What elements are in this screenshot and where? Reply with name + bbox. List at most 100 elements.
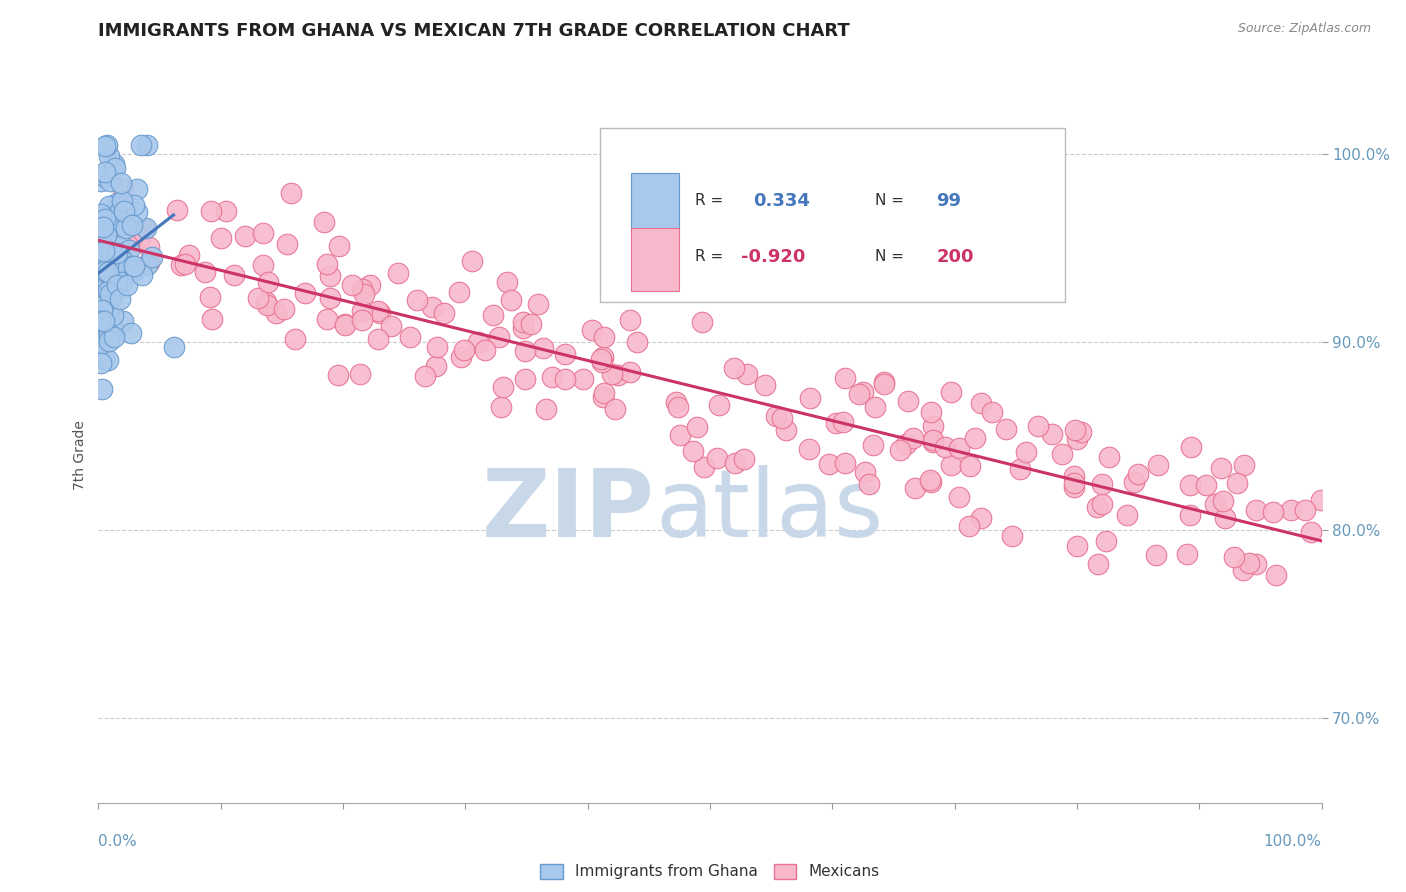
Point — [1144, 548, 1167, 562]
Point — [273, 301, 295, 316]
Point — [619, 313, 641, 327]
Point — [90, 229, 112, 244]
Text: 0.334: 0.334 — [752, 192, 810, 210]
Point — [1239, 556, 1261, 570]
Y-axis label: 7th Grade: 7th Grade — [73, 420, 87, 490]
Point — [170, 258, 193, 272]
Point — [107, 219, 129, 233]
Point — [101, 308, 124, 322]
FancyBboxPatch shape — [630, 228, 679, 291]
Point — [103, 330, 125, 344]
Point — [90, 289, 112, 303]
Point — [735, 367, 758, 381]
Point — [1180, 440, 1202, 454]
Point — [496, 276, 519, 290]
Point — [1085, 500, 1108, 514]
Point — [120, 326, 142, 340]
Point — [316, 312, 339, 326]
Point — [104, 324, 127, 338]
Point — [554, 347, 576, 361]
Point — [252, 259, 274, 273]
Point — [1309, 493, 1331, 508]
Point — [512, 315, 534, 329]
Point — [349, 368, 371, 382]
Point — [108, 293, 131, 307]
Text: 99: 99 — [936, 192, 962, 210]
Point — [707, 398, 730, 412]
Point — [1222, 549, 1244, 564]
Point — [105, 260, 128, 275]
Point — [894, 437, 917, 451]
Point — [90, 174, 112, 188]
Point — [107, 270, 129, 285]
Point — [103, 275, 125, 289]
Point — [920, 404, 942, 418]
Point — [1246, 557, 1268, 571]
Point — [179, 247, 201, 261]
Point — [481, 308, 503, 322]
Point — [825, 416, 848, 430]
Point — [834, 371, 856, 385]
Point — [488, 329, 510, 343]
Point — [852, 384, 875, 399]
Point — [136, 259, 159, 273]
Point — [352, 282, 374, 296]
Point — [706, 450, 728, 465]
Point — [115, 277, 138, 292]
Point — [1070, 425, 1092, 439]
Point — [531, 341, 554, 355]
Point — [91, 277, 114, 291]
Point — [333, 318, 356, 332]
Point — [1226, 476, 1249, 491]
Legend: Immigrants from Ghana, Mexicans: Immigrants from Ghana, Mexicans — [534, 857, 886, 886]
Point — [110, 176, 132, 190]
FancyBboxPatch shape — [630, 173, 679, 235]
Point — [115, 221, 138, 235]
Point — [138, 240, 160, 254]
Point — [111, 275, 134, 289]
Point — [254, 295, 277, 310]
Point — [765, 409, 787, 423]
Point — [294, 285, 316, 300]
Text: N =: N = — [875, 194, 910, 209]
Text: Source: ZipAtlas.com: Source: ZipAtlas.com — [1237, 22, 1371, 36]
Point — [89, 262, 111, 277]
Point — [420, 301, 443, 315]
Point — [686, 419, 709, 434]
Point — [257, 275, 280, 289]
Point — [105, 195, 128, 210]
Point — [515, 344, 537, 359]
Point — [903, 431, 925, 445]
Point — [1091, 477, 1114, 491]
Point — [920, 475, 942, 489]
Point — [1180, 508, 1202, 523]
Point — [1063, 468, 1085, 483]
Point — [1175, 547, 1198, 561]
Point — [581, 323, 603, 337]
Text: IMMIGRANTS FROM GHANA VS MEXICAN 7TH GRADE CORRELATION CHART: IMMIGRANTS FROM GHANA VS MEXICAN 7TH GRA… — [98, 22, 851, 40]
Point — [94, 264, 117, 278]
Point — [121, 218, 143, 232]
Point — [848, 387, 870, 401]
Point — [353, 286, 375, 301]
Point — [970, 511, 993, 525]
Point — [367, 303, 389, 318]
Point — [359, 277, 381, 292]
Point — [98, 287, 121, 301]
Point — [731, 277, 754, 292]
Point — [865, 401, 887, 415]
Text: 200: 200 — [936, 248, 974, 266]
Point — [340, 277, 363, 292]
Point — [101, 289, 124, 303]
Point — [111, 252, 134, 267]
Point — [474, 343, 496, 357]
Point — [1001, 529, 1024, 543]
Text: -0.920: -0.920 — [741, 248, 806, 266]
Point — [108, 203, 131, 218]
Point — [1122, 475, 1144, 489]
Point — [853, 465, 876, 479]
Point — [453, 343, 475, 357]
Point — [87, 329, 110, 343]
Point — [312, 215, 335, 229]
Point — [426, 341, 449, 355]
